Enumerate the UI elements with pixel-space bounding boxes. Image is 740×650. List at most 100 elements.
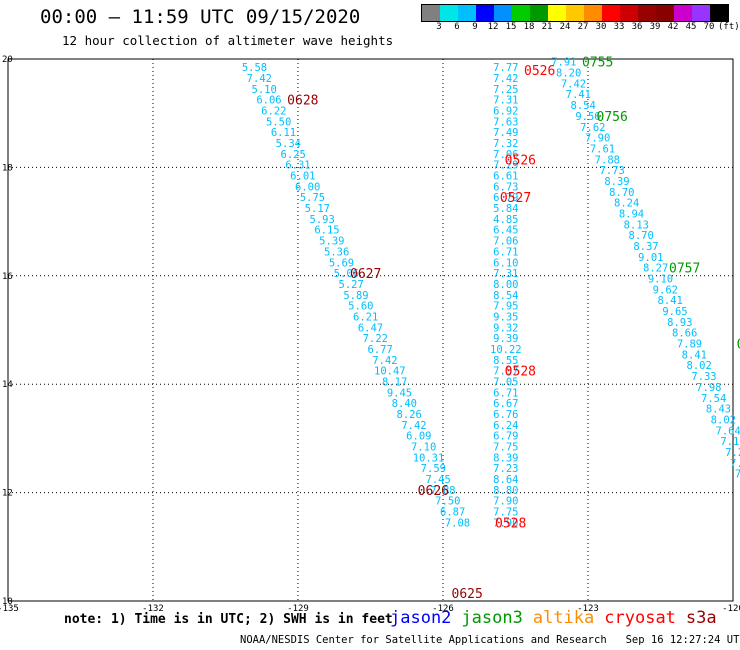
color-swatch: [422, 5, 440, 21]
wave-height-point: 7.88: [595, 154, 620, 166]
wave-height-point: 8.43: [706, 404, 731, 416]
wave-height-point: 8.37: [633, 241, 658, 253]
wave-height-point: 9.01: [638, 252, 663, 264]
wave-height-point: 5.58: [242, 62, 267, 74]
wave-height-point: 6.76: [493, 409, 518, 421]
wave-height-point: 8.54: [571, 100, 596, 112]
color-swatch: [440, 5, 458, 21]
wave-height-point: 6.31: [285, 160, 310, 172]
wave-height-point: 7.63: [493, 116, 518, 128]
wave-height-point: 6.61: [493, 171, 518, 183]
wave-height-point: 5.84: [493, 203, 518, 215]
wave-height-point: 8.55: [493, 355, 518, 367]
wave-height-point: 7.77: [493, 62, 518, 74]
satellite-legend-cryosat: cryosat: [604, 608, 676, 628]
wave-height-point: 5.75: [300, 192, 325, 204]
credit-line: NOAA/NESDIS Center for Satellite Applica…: [240, 634, 740, 646]
wave-height-point: 6.71: [493, 246, 518, 258]
color-scale-labels: 3 6 9 12 15 18 21 24 27 30 33 36 39 42 45 70 (ft): [421, 22, 740, 34]
color-scale-label: 12: [487, 22, 499, 32]
color-scale-label: 15: [505, 22, 517, 32]
color-scale-label: 45: [685, 22, 697, 32]
wave-height-point: 8.02: [711, 414, 736, 426]
wave-height-point: 7.31: [493, 268, 518, 280]
wave-height-point: 8.41: [658, 295, 683, 307]
wave-height-point: 8.27: [643, 263, 668, 275]
wave-height-point: 7.30: [730, 458, 740, 470]
color-scale-label: 9: [472, 22, 478, 32]
wave-height-point: 6.06: [256, 95, 281, 107]
wave-height-point: 7.42: [401, 420, 426, 432]
wave-height-point: 7.57: [493, 366, 518, 378]
wave-height-point: 5.93: [310, 214, 335, 226]
satellite-legend-altika: altika: [532, 608, 595, 628]
wave-height-point: 6.22: [261, 105, 286, 117]
wave-height-point: 8.02: [687, 360, 712, 372]
color-swatch: [458, 5, 476, 21]
satellite-legend: jason2 jason3 altika cryosat s3a: [390, 608, 727, 628]
pass-time-label: 0755: [582, 56, 613, 71]
wave-height-point: 8.70: [609, 187, 634, 199]
wave-height-point: 5.27: [339, 279, 364, 291]
wave-height-point: 8.24: [614, 198, 639, 210]
wave-height-point: 9.45: [387, 387, 412, 399]
wave-height-point: 8.94: [619, 208, 644, 220]
wave-height-point: 6.01: [290, 171, 315, 183]
wave-height-point: 7.88: [430, 485, 455, 497]
wave-height-point: 7.22: [363, 333, 388, 345]
chart-title: 00:00 – 11:59 UTC 09/15/2020: [40, 6, 361, 28]
wave-height-point: 6.10: [493, 257, 518, 269]
wave-height-point: 6.67: [493, 398, 518, 410]
y-tick-label: 14: [2, 380, 13, 390]
wave-height-point: 6.45: [493, 225, 518, 237]
wave-height-point: 5.10: [252, 84, 277, 96]
wave-height-point: 6.21: [353, 311, 378, 323]
color-scale-label: 6: [454, 22, 460, 32]
wave-height-point: 5.39: [319, 236, 344, 248]
wave-height-point: 7.91: [551, 57, 576, 69]
wave-height-point: 7.61: [590, 143, 615, 155]
color-swatch: [656, 5, 674, 21]
wave-height-point: 6.15: [314, 225, 339, 237]
wave-height-point: 8.66: [672, 328, 697, 340]
wave-height-point: 6.77: [368, 344, 393, 356]
y-tick-label: 12: [2, 489, 13, 499]
wave-height-point: 7.42: [561, 78, 586, 90]
wave-height-point: 7.75: [493, 442, 518, 454]
units-note: note: 1) Time is in UTC; 2) SWH is in fe…: [64, 612, 393, 627]
wave-height-point: 5.69: [329, 257, 354, 269]
chart-subtitle: 12 hour collection of altimeter wave hei…: [62, 33, 394, 48]
y-tick-label: 18: [2, 163, 13, 173]
color-scale-label: 42: [667, 22, 679, 32]
wave-height-point: 7.23: [493, 463, 518, 475]
color-scale-label: 27: [577, 22, 589, 32]
wave-height-point: 7.06: [493, 149, 518, 161]
wave-height-point: 10.22: [490, 344, 522, 356]
pass-time-label: 0526: [505, 153, 536, 168]
satellite-legend-s3a: s3a: [685, 608, 717, 628]
satellite-legend-jason3: jason3: [461, 608, 523, 628]
wave-height-point: 5.34: [276, 138, 301, 150]
color-scale-label: 39: [649, 22, 661, 32]
color-scale-label: 30: [595, 22, 607, 32]
color-scale-label: 3: [436, 22, 442, 32]
color-swatch: [620, 5, 638, 21]
wave-height-point: 6.24: [493, 420, 518, 432]
pass-time-label: 0627: [350, 267, 381, 282]
wave-height-point: 6.79: [493, 192, 518, 204]
wave-height-point: 6.47: [358, 322, 383, 334]
wave-height-point: 8.39: [493, 452, 518, 464]
x-tick-label: -123: [577, 604, 599, 614]
pass-time-label: 0625: [452, 587, 483, 602]
pass-time-label: 0628: [287, 94, 318, 109]
color-swatch: [548, 5, 566, 21]
wave-height-point: 7.73: [600, 165, 625, 177]
pass-time-label: 0528: [505, 365, 536, 380]
color-swatch: [602, 5, 620, 21]
wave-height-point: 7.34: [735, 469, 740, 481]
wave-height-point: 8.93: [667, 317, 692, 329]
color-swatch: [476, 5, 494, 21]
wave-height-point: 5.36: [324, 246, 349, 258]
wave-height-point: 7.08: [445, 517, 470, 529]
